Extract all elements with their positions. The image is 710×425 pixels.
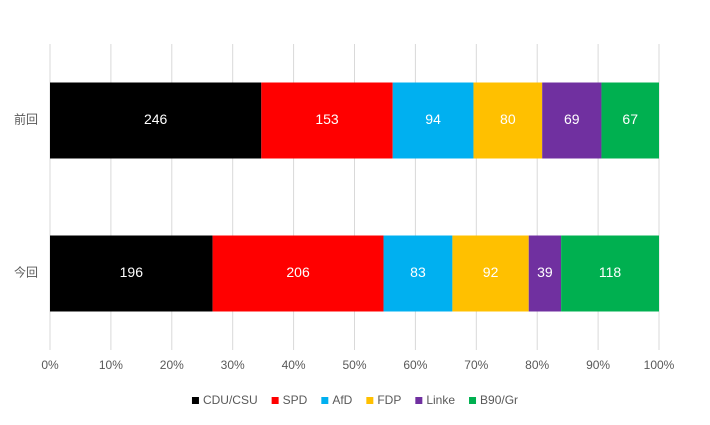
legend-swatch (191, 397, 199, 404)
bar-segment (392, 82, 474, 159)
legend-label: CDU/CSU (203, 393, 258, 407)
legend-label: Linke (426, 393, 455, 407)
legend-swatch (366, 397, 374, 404)
data-label: 39 (537, 264, 553, 280)
y-tick-label: 今回 (14, 265, 38, 280)
data-label: 246 (144, 111, 168, 127)
data-label: 153 (315, 111, 339, 127)
x-tick-label: 40% (282, 358, 306, 372)
data-label: 83 (410, 264, 426, 280)
bar-segment (50, 235, 213, 312)
x-tick-label: 0% (41, 358, 59, 372)
legend-swatch (415, 397, 423, 404)
bar-segment (383, 235, 453, 312)
data-label: 80 (500, 111, 516, 127)
bar-segment (542, 82, 602, 159)
x-tick-label: 100% (644, 358, 675, 372)
x-tick-label: 50% (342, 358, 366, 372)
legend-label: B90/Gr (480, 393, 518, 407)
data-label: 92 (483, 264, 499, 280)
legend-label: FDP (377, 393, 401, 407)
legend-swatch (321, 397, 329, 404)
x-tick-label: 70% (464, 358, 488, 372)
legend-label: AfD (332, 393, 352, 407)
legend-swatch (469, 397, 477, 404)
data-label: 67 (622, 111, 638, 127)
bar-segment (473, 82, 543, 159)
data-label: 196 (120, 264, 144, 280)
bar-segment (50, 82, 262, 159)
x-tick-label: 60% (403, 358, 427, 372)
legend-label: SPD (283, 393, 308, 407)
x-tick-label: 30% (221, 358, 245, 372)
y-tick-label: 前回 (14, 112, 38, 127)
data-label: 69 (564, 111, 580, 127)
data-label: 206 (286, 264, 310, 280)
x-tick-label: 20% (160, 358, 184, 372)
x-tick-label: 10% (99, 358, 123, 372)
x-tick-label: 90% (586, 358, 610, 372)
bar-segment (528, 235, 562, 312)
bar-segment (212, 235, 384, 312)
x-tick-label: 80% (525, 358, 549, 372)
data-label: 94 (425, 111, 441, 127)
bar-segment (561, 235, 659, 312)
bar-segment (601, 82, 659, 159)
bar-segment (261, 82, 393, 159)
data-label: 118 (599, 264, 622, 280)
bar-segment (452, 235, 529, 312)
legend-swatch (271, 397, 279, 404)
